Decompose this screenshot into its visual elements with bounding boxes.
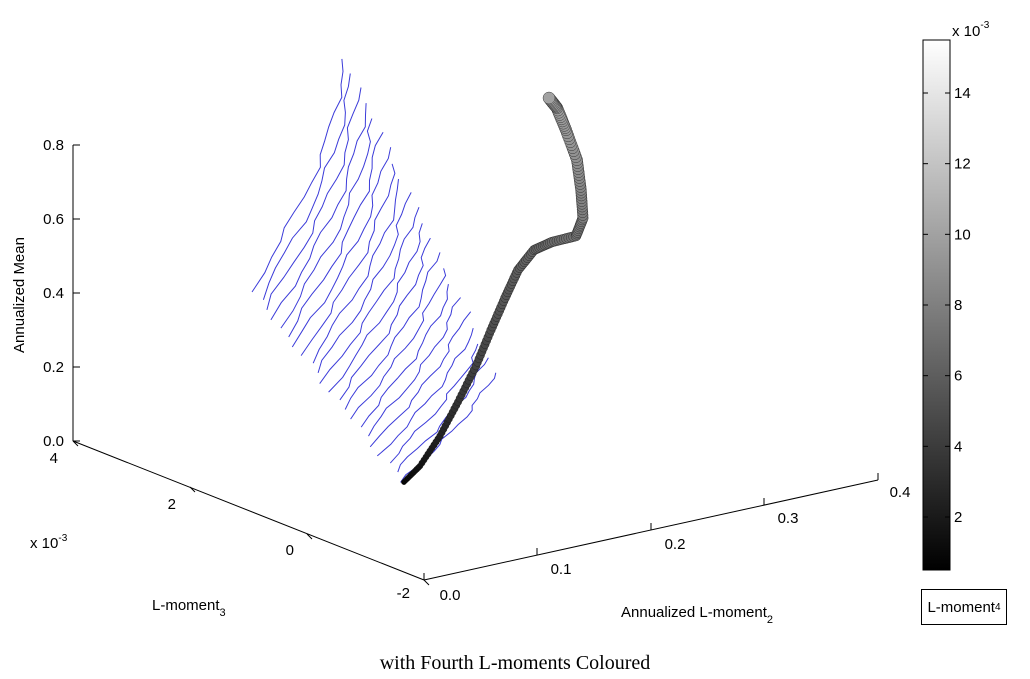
colorbar-ticks: 2 4 6 8 10 12 14 [923,85,971,526]
surface-curve [262,73,351,300]
colorbar-tick-label: 12 [954,156,971,173]
y-exponent: x 10-3 [30,533,68,552]
x-tick-label: 0.0 [440,587,461,604]
surface-curve [369,311,472,448]
surface-curve [288,132,384,338]
colorbar-tick-label: 2 [954,509,962,526]
surface-curve [319,207,420,384]
surface-curve [339,237,431,401]
surface-curve [350,268,447,420]
surface-curve [389,343,479,464]
z-ticks [73,144,80,442]
y-axis-label: L-moment3 [152,597,226,619]
scatter-point [542,91,556,105]
z-axis-label: Annualized Mean [11,237,28,353]
surface-mesh [251,58,497,483]
colorbar-label: L-moment 4 [921,589,1007,625]
scatter-series [401,91,589,485]
z-tick-label: 0.4 [43,285,64,302]
surface-curve [266,87,362,311]
surface-curve [270,103,367,321]
x-ticks [423,473,879,580]
surface-curve [300,163,396,356]
surface-curve [317,192,412,374]
colorbar-tick-label: 14 [954,85,971,102]
figure-caption: with Fourth L-moments Coloured [379,652,651,674]
y-tick-label: 0 [286,542,294,559]
y-tick-label: 4 [50,450,58,467]
z-tick-label: 0.6 [43,211,64,228]
y-axis-line [72,440,425,581]
colorbar-tick-label: 4 [954,438,962,455]
x-tick-label: 0.2 [665,536,686,553]
surface-curve [312,179,399,364]
surface-curve [328,223,423,393]
colorbar-tick-label: 6 [954,368,962,385]
surface-curve [251,58,344,293]
surface-curve [376,327,474,457]
surface-curve [368,297,461,437]
colorbar-tick-label: 8 [954,297,962,314]
surface-curve [360,284,449,428]
y-tick-label: -2 [397,585,410,602]
x-tick-label: 0.3 [778,510,799,527]
y-tick-label: 2 [168,496,176,513]
x-axis-label: Annualized L-moment2 [621,604,773,626]
surface-curve [291,147,392,348]
x-tick-label: 0.4 [890,484,911,501]
x-tick-label: 0.1 [551,561,572,578]
y-ticks [72,440,430,586]
z-tick-label: 0.0 [43,433,64,450]
surface-curve [344,252,441,410]
surface-curve [280,118,373,329]
colorbar-tick-label: 10 [954,226,971,243]
z-tick-label: 0.2 [43,359,64,376]
colorbar-exponent: x 10-3 [952,20,990,40]
z-tick-label: 0.8 [43,137,64,154]
